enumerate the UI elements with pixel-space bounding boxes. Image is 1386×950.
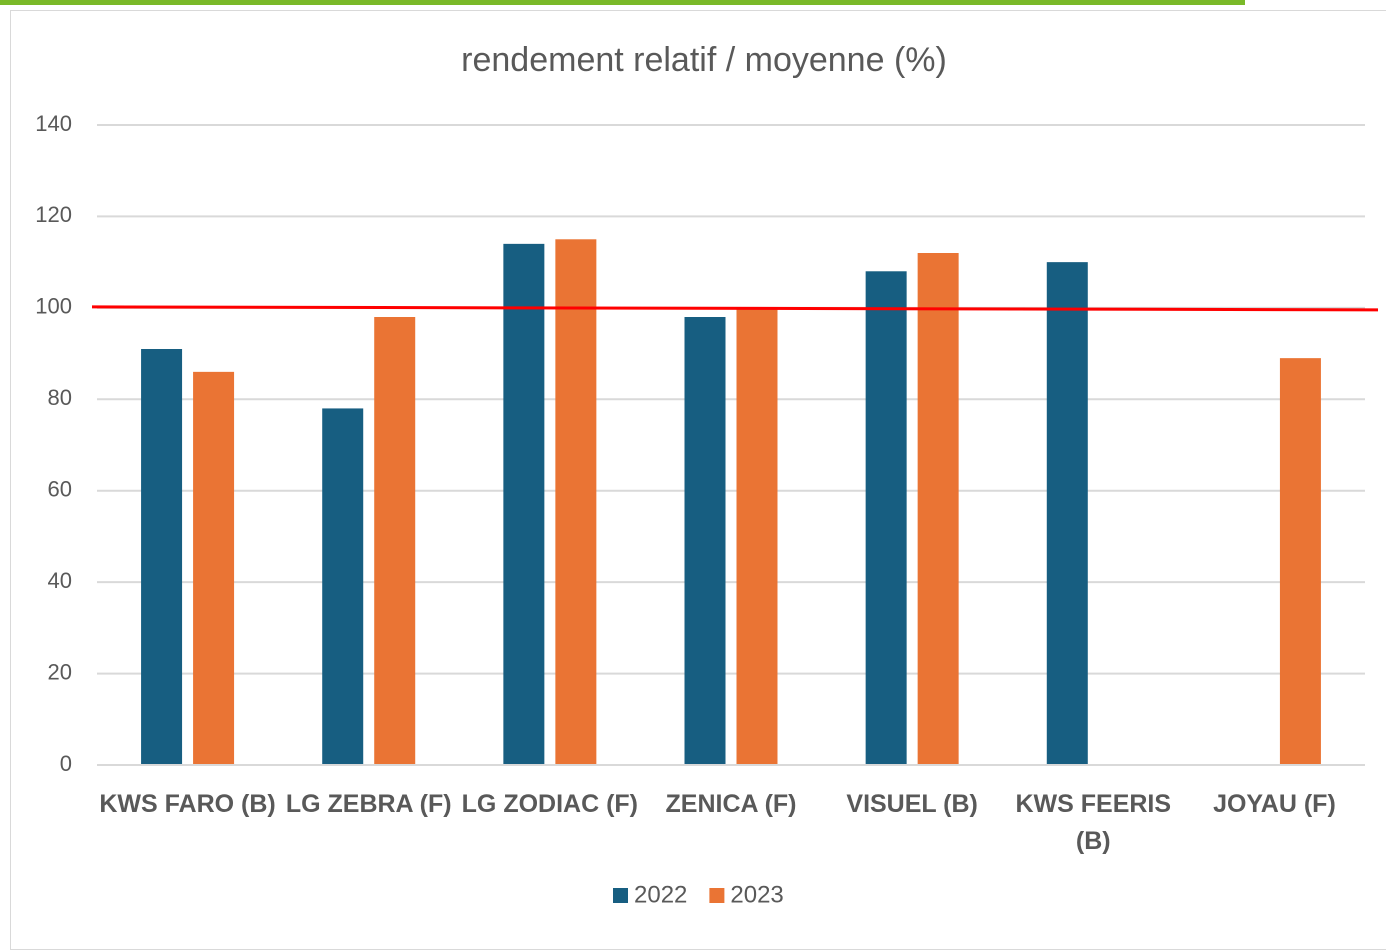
y-tick-label: 60 — [48, 477, 72, 502]
bar — [865, 271, 907, 765]
bar — [1046, 262, 1088, 765]
y-tick-label: 140 — [35, 111, 72, 136]
y-tick-label: 20 — [48, 659, 72, 684]
reference-line — [91, 305, 1379, 312]
x-tick-label: JOYAU (F) — [1213, 790, 1336, 818]
y-tick-label: 100 — [35, 294, 72, 319]
legend-label: 2022 — [634, 881, 687, 908]
x-tick-label: VISUEL (B) — [846, 790, 978, 818]
y-tick-label: 40 — [48, 568, 72, 593]
x-tick-label: KWS FARO (B) — [99, 790, 276, 818]
bar — [736, 307, 778, 765]
x-tick-label: LG ZEBRA (F) — [285, 790, 452, 818]
y-tick-label: 0 — [60, 751, 72, 776]
chart-title: rendement relatif / moyenne (%) — [461, 41, 947, 79]
x-tick-label: KWS FEERIS (B) — [1015, 790, 1172, 855]
top-bar — [0, 0, 1245, 5]
bar — [503, 243, 545, 765]
bar — [374, 317, 416, 765]
bar — [141, 349, 183, 765]
legend-swatch — [709, 888, 725, 903]
y-tick-label: 120 — [35, 202, 72, 227]
bar — [193, 371, 235, 765]
x-tick-label: LG ZODIAC (F) — [461, 790, 639, 818]
bar — [555, 239, 597, 766]
bar — [1279, 358, 1321, 765]
y-tick-label: 80 — [48, 385, 72, 410]
bar — [322, 408, 364, 765]
legend-label: 2023 — [730, 881, 783, 908]
bar — [917, 253, 959, 765]
bar — [684, 317, 726, 765]
legend-swatch — [613, 888, 628, 903]
x-tick-label: ZENICA (F) — [665, 790, 797, 818]
